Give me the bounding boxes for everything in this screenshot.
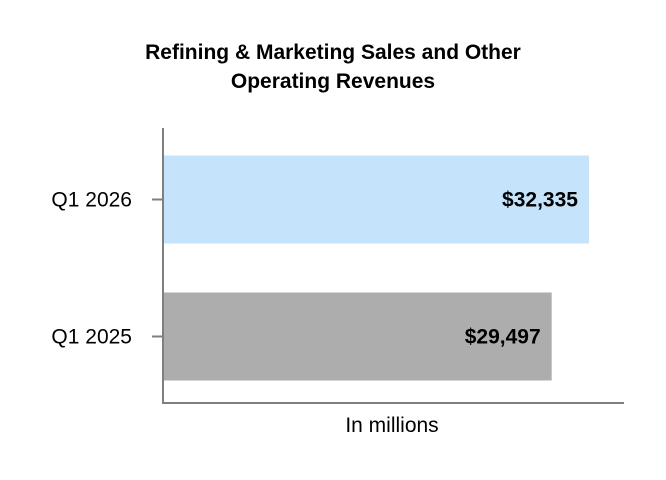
bars-layer [164, 155, 589, 381]
bar-value-label: $32,335 [502, 189, 578, 212]
axes-layer [162, 128, 624, 404]
chart-title: Refining & Marketing Sales and Other Ope… [0, 38, 666, 96]
chart-title-line-1: Refining & Marketing Sales and Other [145, 41, 521, 64]
bar-q1-2025 [164, 292, 552, 381]
chart-title-line-2: Operating Revenues [230, 70, 436, 93]
y-tick-label: Q1 2026 [51, 189, 132, 212]
x-axis-label: In millions [345, 414, 438, 437]
bar-q1-2026 [164, 155, 589, 244]
labels-layer: Q1 2026 $32,335 Q1 2025 $29,497 [51, 189, 578, 349]
y-tick-label: Q1 2025 [51, 326, 132, 349]
bar-value-label: $29,497 [465, 326, 541, 349]
